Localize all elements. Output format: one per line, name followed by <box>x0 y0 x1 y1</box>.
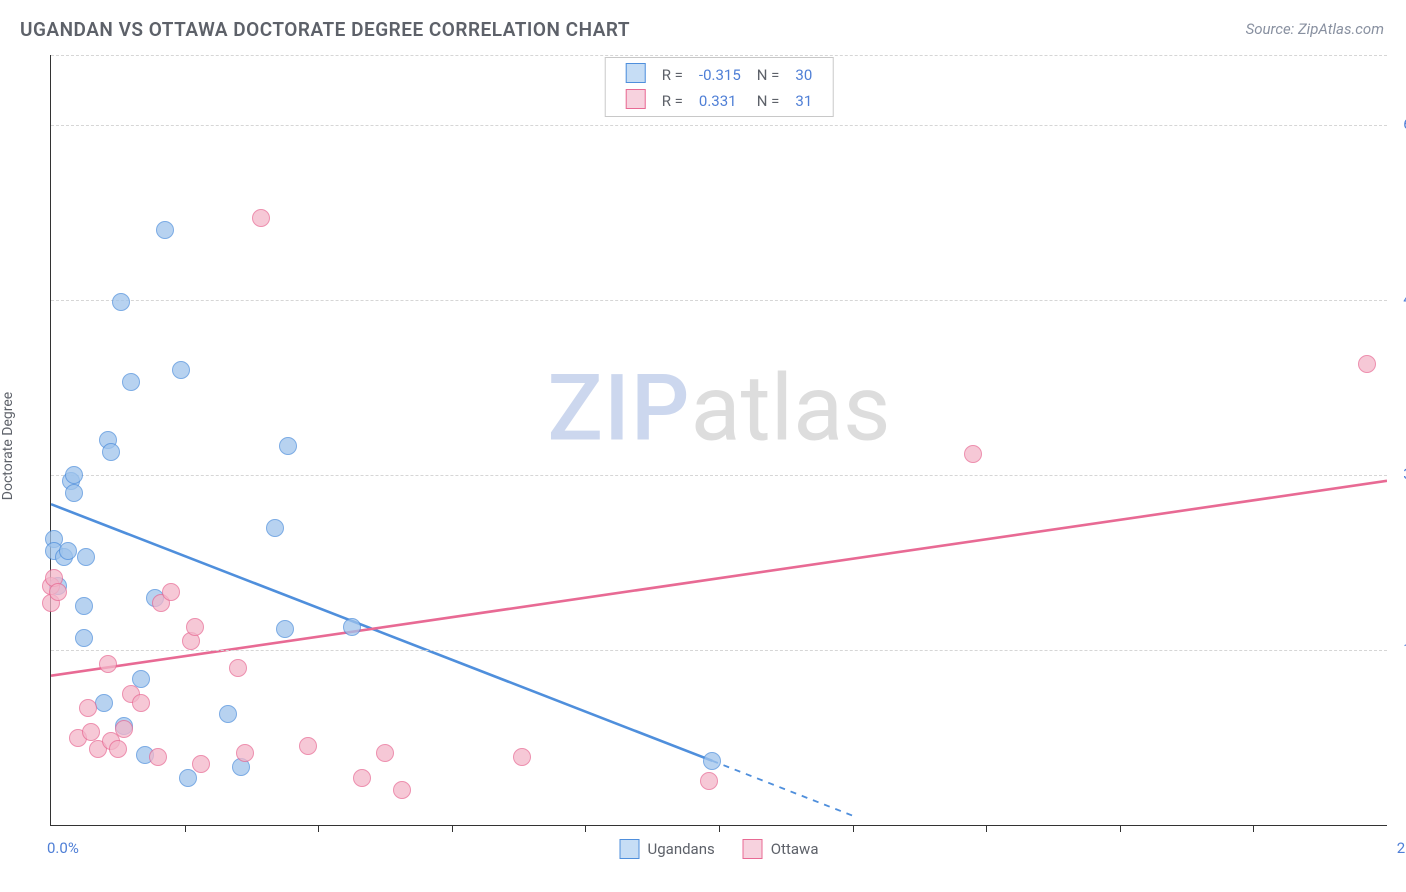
legend-N-value: 31 <box>787 88 820 114</box>
legend-R-label: R = <box>654 88 691 114</box>
data-point <box>132 694 150 712</box>
data-point <box>192 755 210 773</box>
data-point <box>156 221 174 239</box>
data-point <box>77 548 95 566</box>
trend-line-extrapolated <box>712 761 852 816</box>
data-point <box>65 484 83 502</box>
data-point <box>49 583 67 601</box>
chart-title: UGANDAN VS OTTAWA DOCTORATE DEGREE CORRE… <box>20 18 630 41</box>
legend-label: Ugandans <box>648 840 715 858</box>
legend-N-value: 30 <box>787 62 820 88</box>
legend-R-label: R = <box>654 62 691 88</box>
legend-series: Ugandans Ottawa <box>620 839 819 859</box>
legend-stat-row: R =0.331N =31 <box>618 88 821 114</box>
data-point <box>82 723 100 741</box>
y-tick-label: 3.0% <box>1391 465 1406 483</box>
x-tick <box>853 825 854 832</box>
data-point <box>252 209 270 227</box>
legend-R-value: -0.315 <box>691 62 749 88</box>
data-point <box>279 437 297 455</box>
legend-swatch <box>626 89 646 109</box>
x-axis-label: 0.0% <box>47 839 79 857</box>
data-point <box>299 737 317 755</box>
data-point <box>162 583 180 601</box>
data-point <box>353 769 371 787</box>
gridline <box>51 650 1387 651</box>
data-point <box>95 694 113 712</box>
legend-item: Ottawa <box>743 839 819 859</box>
y-tick-label: 6.0% <box>1391 115 1406 133</box>
x-tick <box>585 825 586 832</box>
source-attribution: Source: ZipAtlas.com <box>1246 20 1384 38</box>
data-point <box>513 748 531 766</box>
data-point <box>102 443 120 461</box>
x-tick <box>986 825 987 832</box>
trend-lines <box>51 55 1387 825</box>
data-point <box>65 466 83 484</box>
data-point <box>266 519 284 537</box>
watermark-atlas: atlas <box>691 356 891 463</box>
x-tick <box>719 825 720 832</box>
data-point <box>179 769 197 787</box>
data-point <box>99 655 117 673</box>
data-point <box>343 618 361 636</box>
data-point <box>172 361 190 379</box>
data-point <box>703 752 721 770</box>
watermark: ZIPatlas <box>547 356 890 463</box>
data-point <box>112 293 130 311</box>
x-tick <box>185 825 186 832</box>
legend-N-label: N = <box>749 62 788 88</box>
legend-swatch <box>743 839 763 859</box>
legend-swatch <box>620 839 640 859</box>
data-point <box>229 659 247 677</box>
trend-line <box>51 481 1387 676</box>
watermark-zip: ZIP <box>547 356 690 463</box>
x-tick <box>452 825 453 832</box>
y-tick-label: 4.5% <box>1391 290 1406 308</box>
data-point <box>79 699 97 717</box>
data-point <box>75 597 93 615</box>
data-point <box>393 781 411 799</box>
trend-line <box>51 504 712 761</box>
data-point <box>236 744 254 762</box>
data-point <box>186 618 204 636</box>
legend-item: Ugandans <box>620 839 715 859</box>
data-point <box>219 705 237 723</box>
data-point <box>122 373 140 391</box>
legend-swatch <box>626 63 646 83</box>
gridline <box>51 300 1387 301</box>
plot-area: ZIPatlas R =-0.315N =30R =0.331N =31 Uga… <box>50 55 1387 826</box>
legend-stats: R =-0.315N =30R =0.331N =31 <box>605 57 834 117</box>
data-point <box>376 744 394 762</box>
gridline <box>51 475 1387 476</box>
x-axis-label: 20.0% <box>1397 839 1406 857</box>
data-point <box>109 740 127 758</box>
legend-stat-row: R =-0.315N =30 <box>618 62 821 88</box>
gridline <box>51 55 1387 56</box>
legend-label: Ottawa <box>771 840 819 858</box>
gridline <box>51 125 1387 126</box>
data-point <box>59 542 77 560</box>
x-tick <box>1253 825 1254 832</box>
chart-root: UGANDAN VS OTTAWA DOCTORATE DEGREE CORRE… <box>0 0 1406 892</box>
data-point <box>276 620 294 638</box>
x-tick <box>1120 825 1121 832</box>
legend-R-value: 0.331 <box>691 88 749 114</box>
data-point <box>115 720 133 738</box>
data-point <box>75 629 93 647</box>
data-point <box>1358 355 1376 373</box>
x-tick <box>318 825 319 832</box>
data-point <box>964 445 982 463</box>
data-point <box>700 772 718 790</box>
y-tick-label: 1.5% <box>1391 640 1406 658</box>
y-axis-label: Doctorate Degree <box>0 392 16 500</box>
legend-N-label: N = <box>749 88 788 114</box>
data-point <box>149 748 167 766</box>
